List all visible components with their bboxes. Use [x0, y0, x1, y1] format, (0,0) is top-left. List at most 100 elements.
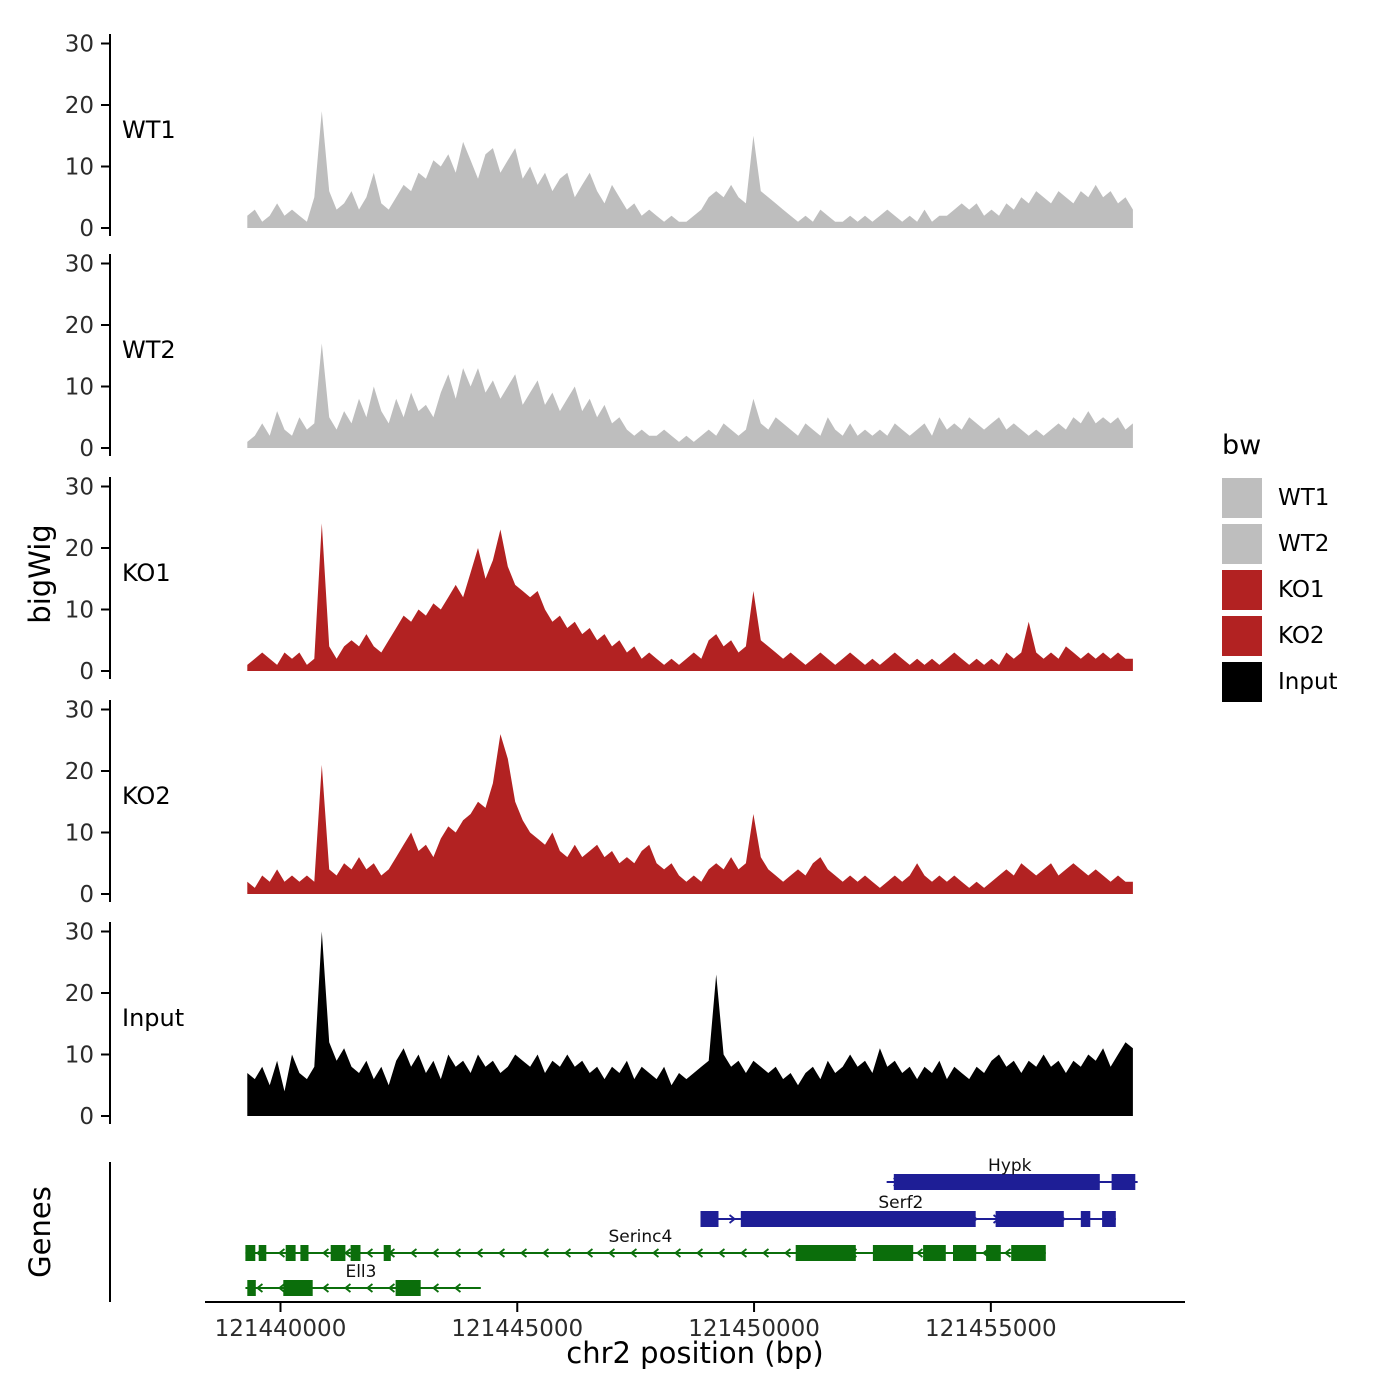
- track-label-ko1: KO1: [122, 559, 171, 587]
- exon-block: [893, 1174, 1100, 1190]
- track-label-wt1: WT1: [122, 116, 176, 144]
- gene-label: Ell3: [345, 1262, 376, 1282]
- exon-block: [923, 1245, 946, 1261]
- legend-entry-label: KO1: [1278, 577, 1325, 603]
- exon-block: [872, 1245, 914, 1261]
- coverage-area-wt1: [247, 111, 1133, 228]
- y-tick-label: 30: [65, 698, 94, 724]
- y-tick-label: 30: [65, 252, 94, 278]
- gene-serf2: Serf2: [700, 1193, 1116, 1227]
- y-tick-label: 30: [65, 32, 94, 58]
- strand-arrow-icon: [344, 1248, 352, 1258]
- y-tick-label: 0: [79, 436, 94, 462]
- strand-arrow-icon: [366, 1248, 374, 1258]
- strand-arrow-icon: [740, 1248, 748, 1258]
- y-tick-label: 0: [79, 216, 94, 242]
- y-tick-label: 30: [65, 920, 94, 946]
- legend-swatch-wt2: [1222, 524, 1262, 564]
- strand-arrow-icon: [410, 1248, 418, 1258]
- exon-block: [283, 1280, 313, 1296]
- y-axis-title: bigWig: [23, 524, 57, 624]
- strand-arrow-icon: [278, 1283, 286, 1293]
- exon-block: [330, 1245, 346, 1261]
- y-tick-label: 0: [79, 659, 94, 685]
- track-label-input: Input: [122, 1004, 185, 1032]
- exon-block: [1011, 1245, 1046, 1261]
- legend-swatch-ko1: [1222, 570, 1262, 610]
- track-panel-ko1: 0 10 20 30: [65, 475, 1133, 685]
- y-tick-label: 10: [65, 821, 94, 847]
- legend-swatch-wt1: [1222, 478, 1262, 518]
- y-tick-label: 0: [79, 882, 94, 908]
- track-panel-wt1: 0 10 20 30: [65, 32, 1133, 242]
- y-tick-label: 20: [65, 981, 94, 1007]
- gene-label: Hypk: [988, 1156, 1032, 1176]
- legend-title: bw: [1222, 430, 1262, 461]
- strand-arrow-icon: [256, 1283, 264, 1293]
- exon-block: [700, 1211, 719, 1227]
- exon-block: [740, 1211, 976, 1227]
- genes-axis-title: Genes: [23, 1186, 57, 1278]
- legend-entry-ko2: KO2: [1222, 613, 1338, 659]
- coverage-area-wt2: [247, 343, 1133, 448]
- y-tick-label: 20: [65, 93, 94, 119]
- exon-block: [1102, 1211, 1116, 1227]
- track-label-wt2: WT2: [122, 336, 176, 364]
- y-tick-label: 10: [65, 598, 94, 624]
- strand-arrow-icon: [498, 1248, 506, 1258]
- strand-arrow-icon: [916, 1248, 924, 1258]
- legend-entry-wt1: WT1: [1222, 475, 1338, 521]
- y-tick-label: 0: [79, 1104, 94, 1130]
- exon-block: [285, 1245, 296, 1261]
- coverage-area-ko1: [247, 523, 1133, 671]
- strand-arrow-icon: [630, 1248, 638, 1258]
- legend-entry-ko1: KO1: [1222, 567, 1338, 613]
- y-tick-label: 20: [65, 313, 94, 339]
- strand-arrow-icon: [432, 1248, 440, 1258]
- strand-arrow-icon: [520, 1248, 528, 1258]
- track-label-ko2: KO2: [122, 782, 171, 810]
- gene-label: Serf2: [878, 1193, 923, 1213]
- exon-block: [1080, 1211, 1091, 1227]
- gene-hypk: Hypk: [886, 1156, 1138, 1190]
- strand-arrow-icon: [718, 1248, 726, 1258]
- strand-arrow-icon: [784, 1248, 792, 1258]
- exon-block: [795, 1245, 856, 1261]
- coverage-area-input: [247, 931, 1133, 1116]
- strand-arrow-icon: [586, 1248, 594, 1258]
- x-tick-label: 121455000: [925, 1316, 1057, 1342]
- strand-arrow-icon: [674, 1248, 682, 1258]
- strand-arrow-icon: [454, 1248, 462, 1258]
- strand-arrow-icon: [366, 1283, 374, 1293]
- legend-entry-label: KO2: [1278, 623, 1325, 649]
- strand-arrow-icon: [278, 1248, 286, 1258]
- legend-swatch-input: [1222, 662, 1262, 702]
- y-tick-label: 10: [65, 1043, 94, 1069]
- strand-arrow-icon: [728, 1214, 736, 1224]
- y-tick-label: 10: [65, 155, 94, 181]
- legend-entry-wt2: WT2: [1222, 521, 1338, 567]
- y-tick-label: 30: [65, 475, 94, 501]
- strand-arrow-icon: [652, 1248, 660, 1258]
- legend-entry-label: Input: [1278, 669, 1338, 695]
- strand-arrow-icon: [388, 1283, 396, 1293]
- strand-arrow-icon: [432, 1283, 440, 1293]
- exon-block: [245, 1245, 256, 1261]
- exon-block: [986, 1245, 1001, 1261]
- strand-arrow-icon: [344, 1283, 352, 1293]
- strand-arrow-icon: [542, 1248, 550, 1258]
- strand-arrow-icon: [1003, 1248, 1012, 1258]
- exon-block: [350, 1245, 361, 1261]
- gene-label: Serinc4: [608, 1227, 672, 1247]
- track-panel-wt2: 0 10 20 30: [65, 252, 1133, 462]
- gene-ell3: Ell3: [245, 1262, 481, 1296]
- strand-arrow-icon: [608, 1248, 616, 1258]
- track-panel-ko2: 0 10 20 30: [65, 698, 1133, 908]
- strand-arrow-icon: [322, 1248, 330, 1258]
- y-tick-label: 20: [65, 536, 94, 562]
- strand-arrow-icon: [454, 1283, 462, 1293]
- gene-serinc4: Serinc4: [245, 1227, 1046, 1261]
- legend-swatch-ko2: [1222, 616, 1262, 656]
